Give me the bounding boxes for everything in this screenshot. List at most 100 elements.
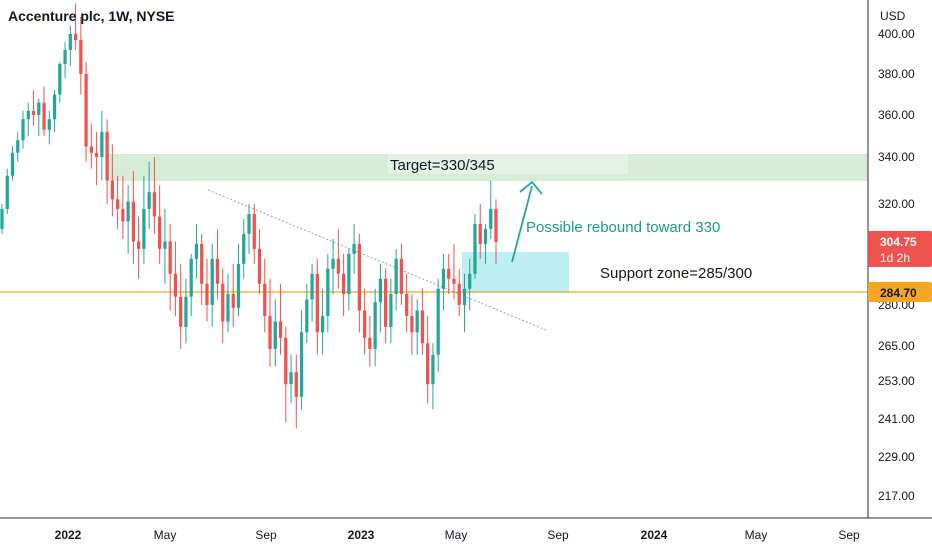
downtrend-line — [207, 189, 547, 331]
candle-up — [394, 258, 398, 294]
candle-down — [457, 283, 461, 305]
candle-up — [21, 119, 25, 141]
currency-label: USD — [880, 9, 906, 23]
candle-up — [16, 140, 20, 153]
candle-down — [257, 248, 262, 284]
candle-up — [483, 228, 488, 244]
candles-layer — [0, 3, 498, 429]
time-axis-label: 2023 — [348, 528, 375, 542]
candle-down — [284, 337, 288, 385]
candle-down — [268, 315, 272, 349]
candle-up — [320, 315, 325, 333]
rebound-arrow — [511, 185, 533, 263]
candle-up — [347, 253, 351, 294]
candle-down — [158, 216, 162, 249]
candle-up — [289, 372, 293, 385]
rebound-arrow-head — [519, 180, 543, 195]
candle-down — [215, 258, 220, 284]
time-axis-ticks: 2022 May Sep 2023 May Sep 2024 May Sep — [55, 528, 860, 542]
candle-down — [131, 201, 136, 242]
candle-up — [10, 152, 15, 176]
candle-down — [31, 110, 36, 115]
candle-up — [52, 94, 57, 120]
candle-down — [200, 243, 204, 284]
candle-up — [378, 278, 383, 303]
candle-down — [357, 243, 361, 311]
candle-down — [94, 152, 99, 157]
time-axis-label: 2022 — [55, 528, 82, 542]
candle-up — [68, 34, 72, 50]
time-axis-label: Sep — [255, 528, 277, 542]
candle-up — [147, 192, 151, 209]
candle-down — [252, 213, 256, 249]
candle-down — [73, 34, 78, 40]
candle-down — [79, 40, 83, 74]
candle-down — [42, 102, 46, 130]
candle-up — [352, 243, 356, 254]
price-axis-label: 229.00 — [878, 450, 915, 464]
candle-down — [110, 180, 114, 200]
candle-up — [37, 102, 41, 115]
candle-up — [468, 273, 472, 289]
support-price-tag-bg — [868, 282, 932, 302]
candle-up — [331, 258, 335, 269]
candle-up — [26, 110, 30, 120]
candle-up — [194, 243, 199, 259]
candle-up — [242, 233, 246, 264]
candle-down — [89, 146, 93, 153]
price-axis-label: 400.00 — [878, 27, 915, 41]
candle-down — [494, 208, 498, 242]
candle-up — [462, 288, 467, 305]
candle-up — [273, 321, 277, 349]
price-axis-label: 320.00 — [878, 197, 915, 211]
support-annotation: Support zone=285/300 — [600, 265, 752, 282]
candle-down — [168, 241, 172, 274]
candle-up — [189, 258, 193, 297]
candle-up — [226, 293, 230, 322]
candle-up — [210, 258, 214, 305]
price-axis-ticks: 400.00380.00360.00340.00320.00280.00265.… — [878, 27, 915, 503]
candle-down — [426, 343, 430, 385]
candle-up — [299, 332, 304, 397]
candle-up — [373, 302, 377, 349]
support-price-value: 284.70 — [880, 286, 917, 300]
candle-down — [410, 315, 414, 333]
candle-down — [478, 223, 482, 244]
last-price-value: 304.75 — [880, 235, 917, 249]
candle-up — [5, 175, 9, 209]
annotations-layer: Target=330/345 Possible rebound toward 3… — [390, 157, 752, 282]
price-axis-label: 217.00 — [878, 489, 915, 503]
last-price-tag: 304.75 1d 2h — [868, 231, 932, 267]
candle-up — [184, 296, 188, 327]
candle-down — [84, 74, 88, 147]
candle-down — [137, 241, 141, 249]
candle-up — [431, 354, 435, 385]
time-axis-label: Sep — [547, 528, 569, 542]
candle-up — [100, 131, 104, 157]
candle-up — [489, 208, 493, 229]
candle-up — [389, 293, 393, 327]
candle-up — [441, 268, 446, 289]
price-axis-label: 340.00 — [878, 150, 915, 164]
candle-down — [278, 321, 283, 338]
candle-down — [294, 372, 298, 397]
target-zone-highlight — [388, 154, 628, 174]
price-axis-label: 265.00 — [878, 339, 915, 353]
candle-down — [315, 273, 319, 333]
candle-down — [173, 273, 178, 297]
time-axis-label: May — [154, 528, 177, 542]
price-axis-label: 253.00 — [878, 374, 915, 388]
rebound-annotation: Possible rebound toward 330 — [526, 219, 720, 236]
time-axis-label: 2024 — [641, 528, 668, 542]
time-axis-label: Sep — [838, 528, 860, 542]
candle-down — [399, 258, 404, 294]
candle-down — [341, 273, 346, 294]
candle-up — [436, 288, 440, 355]
time-axis-label: May — [745, 528, 768, 542]
candle-down — [405, 293, 409, 316]
candle-down — [152, 192, 157, 217]
candle-down — [179, 296, 183, 327]
candle-down — [231, 293, 235, 308]
